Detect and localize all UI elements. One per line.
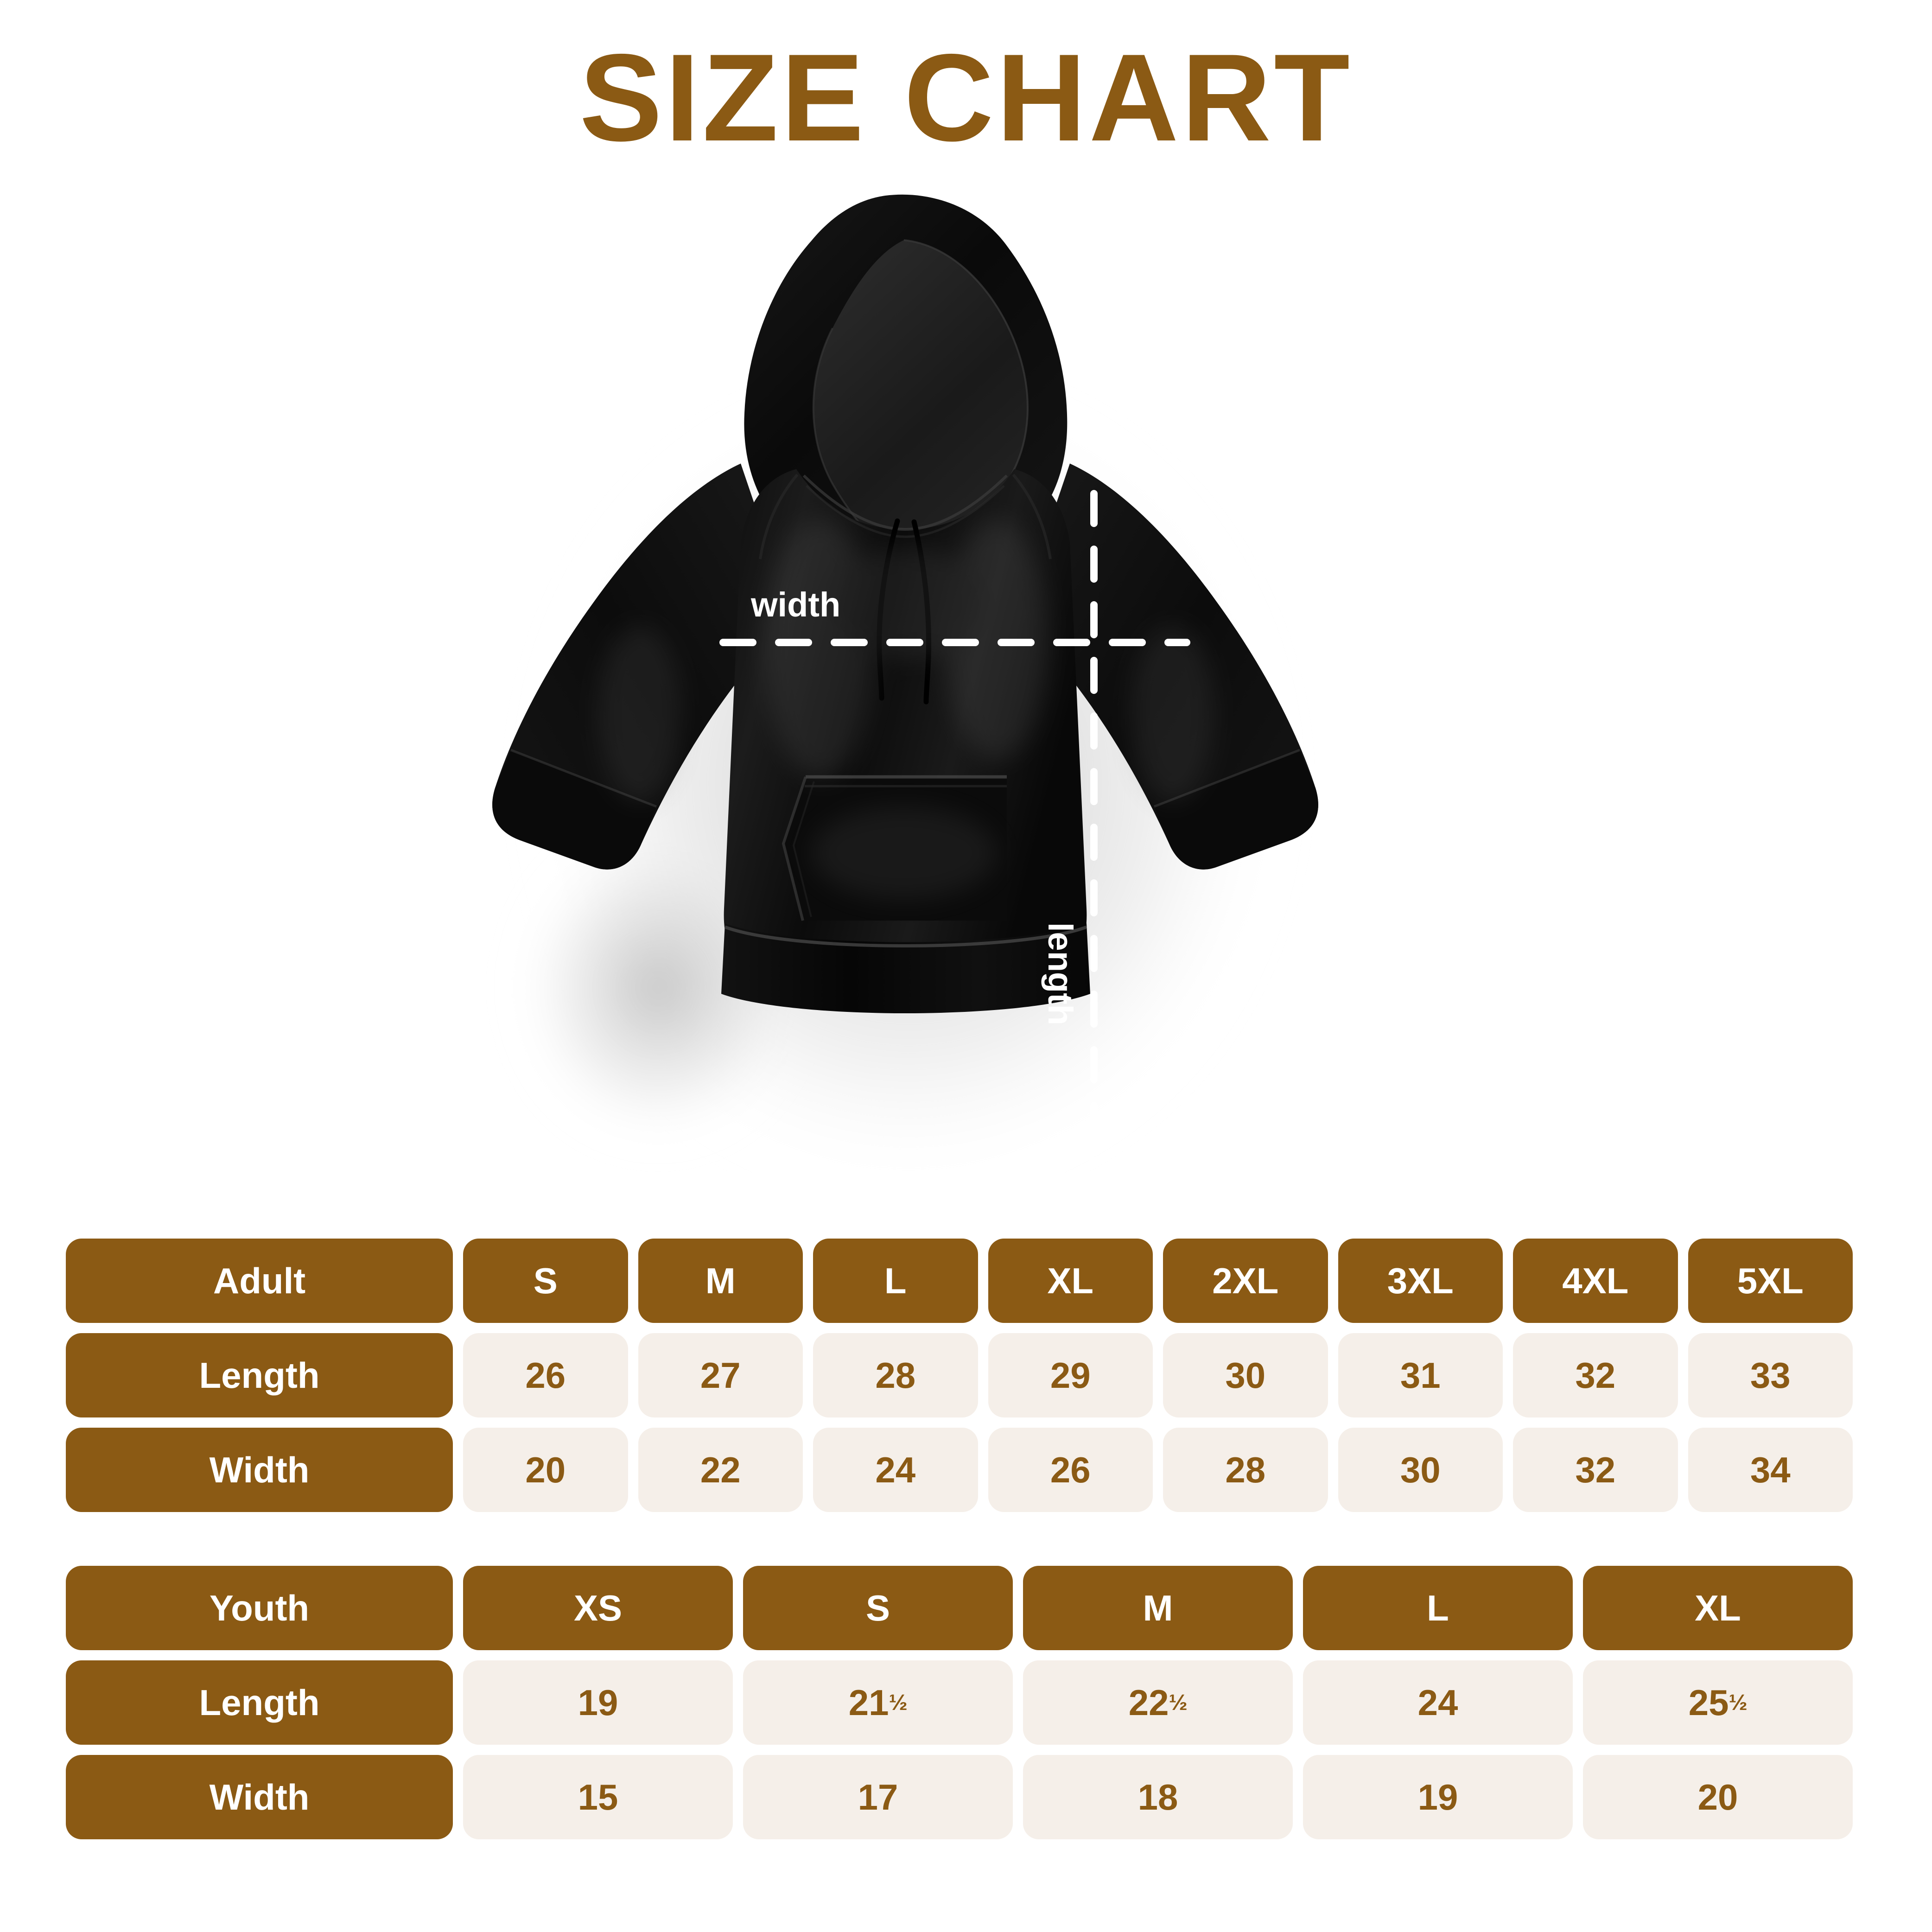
adult-length-value: 33 bbox=[1688, 1333, 1853, 1417]
youth-size-table: Youth XS S M L XL Length 19 21 ½ 22 ½ 24 2… bbox=[66, 1566, 1853, 1839]
adult-width-value: 30 bbox=[1338, 1428, 1503, 1512]
adult-size-header: 4XL bbox=[1513, 1239, 1678, 1323]
adult-width-value: 22 bbox=[638, 1428, 803, 1512]
adult-width-label: Width bbox=[66, 1428, 453, 1512]
length-measurement-label: length bbox=[1041, 922, 1080, 1025]
youth-length-whole: 21 bbox=[848, 1682, 889, 1723]
youth-length-fraction: ½ bbox=[1169, 1690, 1188, 1715]
adult-width-value: 24 bbox=[813, 1428, 978, 1512]
adult-width-value: 20 bbox=[463, 1428, 628, 1512]
adult-table-label: Adult bbox=[66, 1239, 453, 1323]
adult-size-header: 5XL bbox=[1688, 1239, 1853, 1323]
adult-length-value: 26 bbox=[463, 1333, 628, 1417]
youth-table-label: Youth bbox=[66, 1566, 453, 1650]
adult-length-value: 30 bbox=[1163, 1333, 1328, 1417]
youth-width-value: 18 bbox=[1023, 1755, 1293, 1839]
youth-length-whole: 22 bbox=[1128, 1682, 1169, 1723]
adult-width-value: 32 bbox=[1513, 1428, 1678, 1512]
width-measurement-label: width bbox=[751, 585, 841, 624]
youth-size-header: XS bbox=[463, 1566, 733, 1650]
adult-size-header: L bbox=[813, 1239, 978, 1323]
adult-length-value: 31 bbox=[1338, 1333, 1503, 1417]
adult-size-table: Adult S M L XL 2XL 3XL 4XL 5XL Length 26… bbox=[66, 1239, 1853, 1512]
adult-size-header: 3XL bbox=[1338, 1239, 1503, 1323]
youth-size-header: M bbox=[1023, 1566, 1293, 1650]
youth-size-header: L bbox=[1303, 1566, 1573, 1650]
adult-length-value: 32 bbox=[1513, 1333, 1678, 1417]
youth-header-row: Youth XS S M L XL bbox=[66, 1566, 1853, 1650]
youth-width-value: 19 bbox=[1303, 1755, 1573, 1839]
adult-size-header: 2XL bbox=[1163, 1239, 1328, 1323]
youth-length-row: Length 19 21 ½ 22 ½ 24 25 ½ bbox=[66, 1660, 1853, 1745]
youth-length-value: 24 bbox=[1303, 1660, 1573, 1745]
adult-width-row: Width 20 22 24 26 28 30 32 34 bbox=[66, 1428, 1853, 1512]
youth-length-fraction: ½ bbox=[889, 1690, 908, 1715]
youth-length-value: 21 ½ bbox=[743, 1660, 1013, 1745]
adult-length-value: 29 bbox=[988, 1333, 1153, 1417]
adult-size-header: M bbox=[638, 1239, 803, 1323]
youth-width-label: Width bbox=[66, 1755, 453, 1839]
adult-length-label: Length bbox=[66, 1333, 453, 1417]
adult-size-header: XL bbox=[988, 1239, 1153, 1323]
adult-size-header: S bbox=[463, 1239, 628, 1323]
adult-width-value: 28 bbox=[1163, 1428, 1328, 1512]
youth-length-fraction: ½ bbox=[1729, 1690, 1748, 1715]
adult-length-value: 27 bbox=[638, 1333, 803, 1417]
adult-width-value: 34 bbox=[1688, 1428, 1853, 1512]
youth-length-value: 19 bbox=[463, 1660, 733, 1745]
youth-size-header: S bbox=[743, 1566, 1013, 1650]
adult-header-row: Adult S M L XL 2XL 3XL 4XL 5XL bbox=[66, 1239, 1853, 1323]
youth-length-whole: 19 bbox=[578, 1682, 618, 1723]
youth-size-header: XL bbox=[1583, 1566, 1853, 1650]
page-title: SIZE CHART bbox=[579, 28, 1353, 167]
youth-width-value: 15 bbox=[463, 1755, 733, 1839]
youth-length-whole: 24 bbox=[1417, 1682, 1458, 1723]
youth-width-value: 20 bbox=[1583, 1755, 1853, 1839]
youth-length-value: 25 ½ bbox=[1583, 1660, 1853, 1745]
youth-width-row: Width 15 17 18 19 20 bbox=[66, 1755, 1853, 1839]
adult-width-value: 26 bbox=[988, 1428, 1153, 1512]
youth-width-value: 17 bbox=[743, 1755, 1013, 1839]
adult-length-value: 28 bbox=[813, 1333, 978, 1417]
adult-length-row: Length 26 27 28 29 30 31 32 33 bbox=[66, 1333, 1853, 1417]
youth-length-label: Length bbox=[66, 1660, 453, 1745]
youth-length-value: 22 ½ bbox=[1023, 1660, 1293, 1745]
youth-length-whole: 25 bbox=[1688, 1682, 1729, 1723]
hoodie-illustration bbox=[440, 185, 1493, 1173]
